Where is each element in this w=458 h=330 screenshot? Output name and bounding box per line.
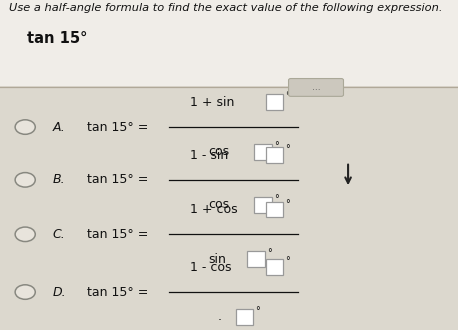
FancyBboxPatch shape [266, 94, 283, 110]
Text: °: ° [274, 194, 278, 204]
Text: tan 15°: tan 15° [27, 31, 88, 46]
Text: B.: B. [53, 173, 65, 186]
Text: cos: cos [208, 198, 229, 211]
Text: D.: D. [53, 285, 66, 299]
Text: °: ° [285, 91, 290, 101]
Text: °: ° [285, 199, 290, 209]
Text: .: . [218, 310, 222, 323]
FancyBboxPatch shape [254, 197, 272, 213]
FancyBboxPatch shape [266, 259, 283, 275]
FancyBboxPatch shape [266, 202, 283, 217]
Text: tan 15° =: tan 15° = [87, 120, 148, 134]
FancyBboxPatch shape [0, 86, 458, 330]
Text: A.: A. [53, 120, 65, 134]
Text: tan 15° =: tan 15° = [87, 228, 148, 241]
Text: °: ° [267, 248, 272, 258]
Text: 1 - sin: 1 - sin [190, 148, 229, 162]
FancyBboxPatch shape [266, 147, 283, 163]
Text: °: ° [285, 256, 290, 266]
Circle shape [15, 120, 35, 134]
Text: 1 + cos: 1 + cos [190, 203, 238, 216]
Text: tan 15° =: tan 15° = [87, 285, 148, 299]
Text: tan 15° =: tan 15° = [87, 173, 148, 186]
FancyBboxPatch shape [289, 79, 344, 96]
Circle shape [15, 173, 35, 187]
FancyBboxPatch shape [247, 251, 265, 267]
Text: Use a half-angle formula to find the exact value of the following expression.: Use a half-angle formula to find the exa… [9, 3, 443, 13]
Text: 1 + sin: 1 + sin [190, 96, 234, 109]
Text: sin: sin [208, 252, 226, 266]
Text: °: ° [256, 306, 260, 316]
Text: °: ° [285, 144, 290, 154]
Text: C.: C. [53, 228, 65, 241]
Circle shape [15, 285, 35, 299]
Text: 1 - cos: 1 - cos [190, 261, 232, 274]
FancyBboxPatch shape [254, 144, 272, 160]
Text: ...: ... [312, 83, 320, 92]
FancyBboxPatch shape [236, 309, 253, 325]
FancyBboxPatch shape [0, 0, 458, 86]
Text: cos: cos [208, 145, 229, 158]
Text: °: ° [274, 141, 278, 151]
Circle shape [15, 227, 35, 242]
